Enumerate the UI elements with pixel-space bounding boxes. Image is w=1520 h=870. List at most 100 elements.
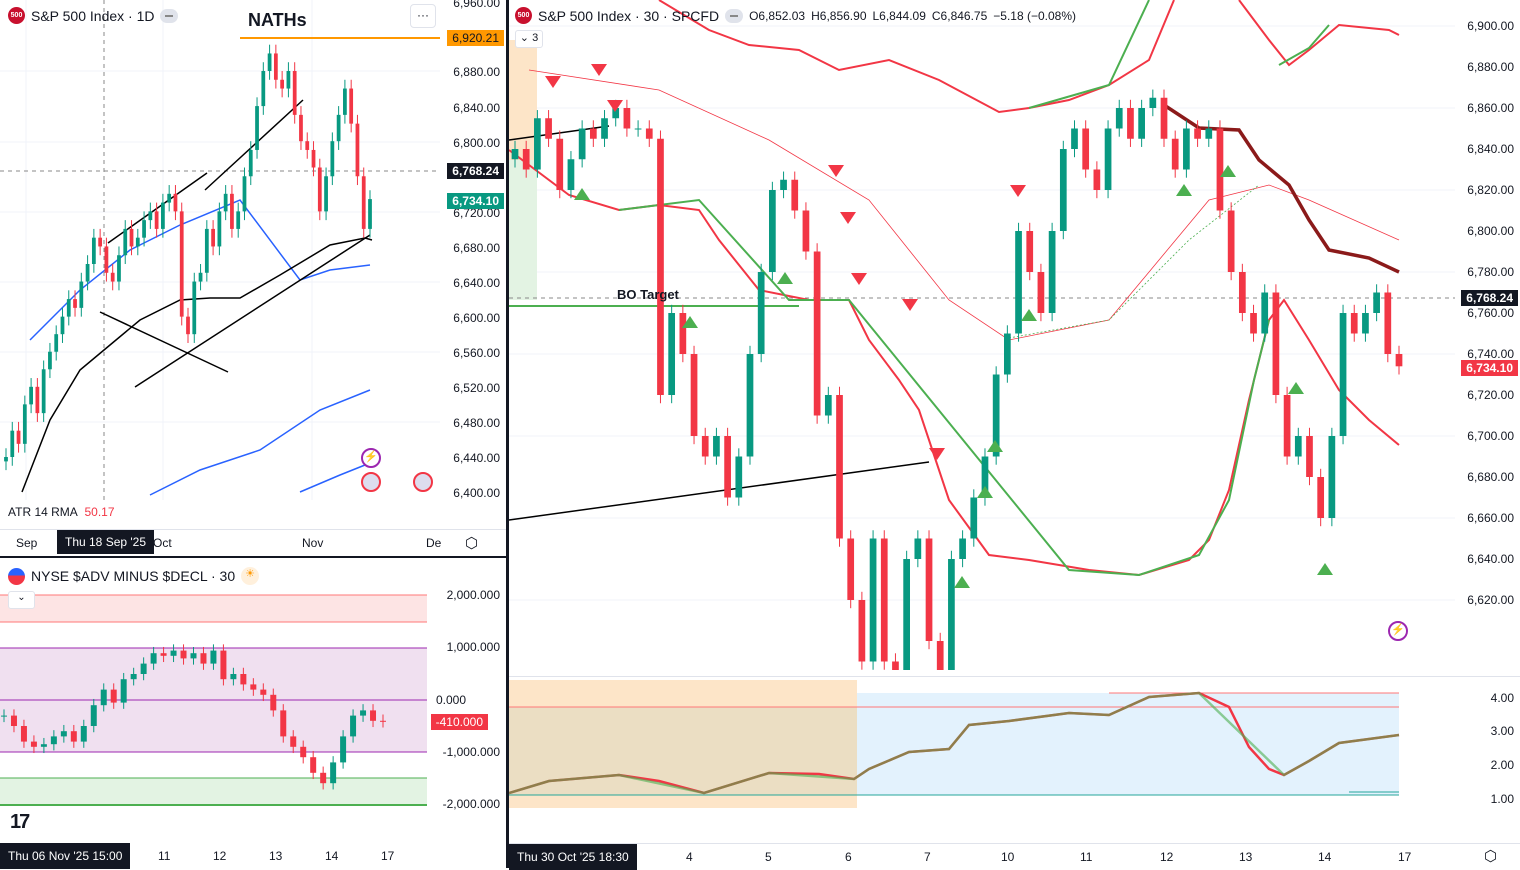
indicator-label: 1.00 [1490,792,1514,806]
right-chart-canvas[interactable] [509,0,1520,670]
candle [135,237,140,247]
candle [903,559,911,670]
ma-blue-2 [149,389,371,496]
candle [292,71,297,115]
candle [343,88,347,115]
crosshair-time-tag: Thu 18 Sep '25 [57,530,155,554]
candle [545,118,552,139]
candle [250,684,257,690]
tradingview-logo[interactable]: 17 [10,811,30,833]
trendline [134,234,371,388]
breadth-pane[interactable]: NYSE $ADV MINUS $DECL · 30 ☀ ⌄ 2,000.000… [0,558,506,843]
candle [260,689,267,695]
candle [1037,272,1045,313]
candle [1138,108,1145,139]
hide-toggle-icon[interactable] [160,8,179,23]
candle [1059,149,1067,231]
pane-divider[interactable] [0,556,506,558]
candle [355,123,360,177]
time-label: 17 [381,849,395,863]
candle [192,281,197,335]
candle [858,600,866,662]
price-label: 6,720.00 [1467,388,1514,402]
ma-blue-3 [299,464,366,493]
breadth-time-axis[interactable]: Thu 06 Nov '25 15:00 11 12 13 14 17 [0,843,506,869]
candle [511,149,519,160]
candle [16,430,21,444]
candle [179,211,184,317]
candle [236,211,241,229]
candle [267,53,272,71]
candle [1373,292,1380,313]
price-label: -2,000.000 [442,797,500,811]
atr-label: ATR 14 RMA [8,505,78,519]
candle [690,354,698,436]
right-indicator-pane[interactable]: 4.00 3.00 2.00 1.00 [509,676,1520,816]
ohlc-open: O6,852.03 [749,8,806,23]
indicator-canvas[interactable] [509,677,1520,817]
settings-gear-icon[interactable]: ⬡ [465,535,479,552]
indicator-label: 2.00 [1490,758,1514,772]
candle [299,114,303,142]
time-label: 11 [1080,850,1093,864]
candle [117,255,121,282]
candle [735,456,743,498]
left-chart-canvas[interactable] [0,0,506,500]
crosshair-price-tag: 6,768.24 [447,163,504,179]
candle [79,281,84,308]
indicator-count: 3 [532,32,539,44]
time-label: 5 [765,850,772,864]
left-chart-legend[interactable]: 500 S&P 500 Index · 1D [8,7,179,24]
candle [310,757,317,773]
left-time-axis[interactable]: Sep Thu 18 Sep '25 Oct Nov De ⬡ [0,529,506,555]
candle [91,237,96,264]
more-button[interactable]: ··· [410,4,436,28]
market-hours-icon: ☀ [241,567,260,585]
earnings-icon[interactable]: ⚡ [1388,621,1408,641]
right-time-axis[interactable]: Thu 30 Oct '25 18:30 4 5 6 7 10 11 12 13… [509,843,1520,870]
us-flag-event-icon[interactable] [413,472,433,492]
candle [1328,436,1336,518]
right-chart-legend[interactable]: 500 S&P 500 Index · 30 · SPCFD O6,852.03… [515,7,1076,24]
upper-band-green [1028,0,1150,109]
sp500-symbol-icon: 500 [8,7,25,24]
time-label: 14 [1318,850,1332,864]
price-label: 6,640.00 [453,276,500,290]
right-price-axis[interactable]: 6,900.00 6,880.00 6,860.00 6,840.00 6,82… [1455,0,1520,620]
candle [240,674,247,685]
hide-toggle-icon[interactable] [725,8,744,23]
right-chart-pane[interactable]: BO Target 500 S&P 500 Index · 30 · SPCFD… [509,0,1520,670]
candle [1339,313,1347,436]
candle [780,179,787,190]
candle [578,128,586,160]
indicators-collapse-button[interactable]: ⌄ 3 [515,30,543,48]
candle [40,744,47,747]
candle [1,715,7,717]
atr-legend[interactable]: ATR 14 RMA 50.17 [8,505,115,519]
candle [1216,128,1224,211]
candle [970,497,978,539]
settings-gear-icon[interactable]: ⬡ [1484,848,1498,865]
collapse-button[interactable]: ⌄ [8,591,35,609]
last-price-tag: 6,734.10 [1461,360,1518,376]
price-label: 6,480.00 [453,416,500,430]
price-label: 6,520.00 [453,381,500,395]
candle [300,746,307,758]
breadth-canvas[interactable] [0,558,506,843]
candle [813,251,821,416]
crosshair-time-tag: Thu 06 Nov '25 15:00 [0,843,131,869]
breadth-legend[interactable]: NYSE $ADV MINUS $DECL · 30 ☀ [8,567,260,585]
layout-splitter[interactable] [506,0,509,868]
candle [60,316,65,335]
candle [280,710,287,737]
candle [657,138,664,395]
earnings-icon[interactable]: ⚡ [361,448,381,468]
us-flag-event-icon[interactable] [361,472,381,492]
candle [148,211,153,221]
candle [1283,395,1291,457]
candle [892,661,899,670]
left-chart-pane[interactable]: 500 S&P 500 Index · 1D NATHs ··· 6,960.0… [0,0,506,500]
candle [261,71,266,107]
time-label: 11 [158,849,171,863]
price-label: 1,000.000 [446,640,500,654]
